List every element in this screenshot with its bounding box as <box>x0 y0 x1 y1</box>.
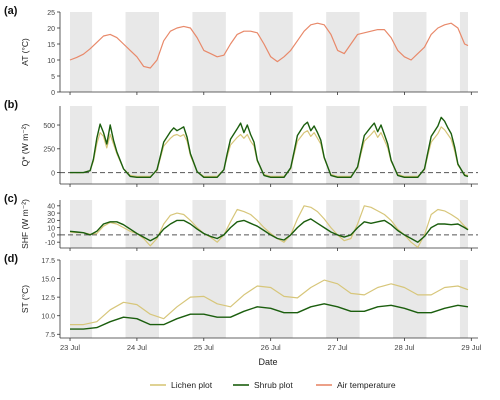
night-band <box>393 260 427 338</box>
night-band <box>259 260 293 338</box>
legend-item: Shrub plot <box>233 380 293 390</box>
y-tick-label: 15.0 <box>41 276 55 283</box>
x-axis: 23 Jul 24 Jul 25 Jul 26 Jul 27 Jul 28 Jul 29 J… <box>60 343 482 352</box>
night-band <box>70 260 93 338</box>
night-band <box>259 106 293 184</box>
night-band <box>326 106 360 184</box>
x-axis-label: Date <box>258 357 277 367</box>
night-band <box>326 260 360 338</box>
y-tick-label: 15 <box>47 42 55 49</box>
y-tick-label: 10.0 <box>41 314 55 321</box>
legend-item: Air temperature <box>316 380 396 390</box>
y-tick-label: 20 <box>47 26 55 33</box>
y-axis-label: AT (°C) <box>20 38 30 66</box>
night-band <box>459 200 468 248</box>
y-tick-label: 0 <box>51 233 55 240</box>
night-band <box>326 200 360 248</box>
air-series-line <box>69 22 469 69</box>
night-band <box>259 200 293 248</box>
panel-label: (b) <box>4 99 18 111</box>
x-tick-label: 24 Jul <box>127 343 147 352</box>
x-tick-label: 28 Jul <box>394 343 414 352</box>
night-band <box>259 12 293 92</box>
y-tick-label: 30 <box>47 211 55 218</box>
night-band <box>70 106 93 184</box>
night-band <box>192 12 226 92</box>
y-tick-label: -10 <box>45 240 55 247</box>
night-band <box>70 12 93 92</box>
night-band <box>125 106 159 184</box>
night-band <box>125 260 159 338</box>
shrub-series-line <box>69 218 469 243</box>
y-tick-label: 17.5 <box>41 258 55 265</box>
night-band <box>459 12 468 92</box>
x-tick-label: 29 Jul <box>461 343 481 352</box>
x-tick-label: 23 Jul <box>60 343 80 352</box>
y-tick-label: 20 <box>47 218 55 225</box>
chart-panels: 0 5 10 15 20 25 (a) AT (°C) 0 250 500 (b) Q* (W m⁻²)… <box>4 5 478 341</box>
y-axis-label: Q* (W m⁻²) <box>20 123 30 166</box>
night-band <box>70 200 93 248</box>
x-tick-label: 27 Jul <box>328 343 348 352</box>
y-tick-label: 40 <box>47 204 55 211</box>
y-tick-label: 0 <box>51 90 55 97</box>
shrub-series-line <box>70 116 469 179</box>
y-axis-label: ST (°C) <box>20 285 30 313</box>
y-tick-label: 25 <box>47 10 55 17</box>
y-tick-label: 500 <box>43 123 55 130</box>
panel: 0 5 10 15 20 25 (a) AT (°C) <box>4 5 478 97</box>
night-band <box>326 12 360 92</box>
legend-label: Lichen plot <box>171 380 213 390</box>
y-tick-label: 10 <box>47 58 55 65</box>
y-tick-label: 7.5 <box>45 332 55 339</box>
lichen-series-line <box>70 279 469 326</box>
night-band <box>192 106 226 184</box>
y-tick-label: 250 <box>43 147 55 154</box>
lichen-series-line <box>70 126 469 177</box>
y-tick-label: 5 <box>51 74 55 81</box>
shrub-series-line <box>70 303 469 330</box>
night-band <box>393 12 427 92</box>
y-tick-label: 12.5 <box>41 295 55 302</box>
night-band <box>125 200 159 248</box>
y-tick-label: 10 <box>47 225 55 232</box>
y-tick-label: 0 <box>51 170 55 177</box>
panel-label: (d) <box>4 253 18 265</box>
legend-label: Shrub plot <box>254 380 293 390</box>
x-tick-label: 25 Jul <box>194 343 214 352</box>
x-tick-label: 26 Jul <box>261 343 281 352</box>
night-band <box>125 12 159 92</box>
night-band <box>459 106 468 184</box>
legend: Lichen plot Shrub plot Air temperature <box>150 380 396 390</box>
night-band <box>393 106 427 184</box>
panel: 0 250 500 (b) Q* (W m⁻²) <box>4 99 478 187</box>
night-band <box>192 200 226 248</box>
panel-label: (a) <box>4 5 18 17</box>
panel: 7.5 10.0 12.5 15.0 17.5 (d) ST (°C) <box>4 253 478 341</box>
legend-item: Lichen plot <box>150 380 213 390</box>
legend-label: Air temperature <box>337 380 396 390</box>
panel-label: (c) <box>4 193 18 205</box>
night-band <box>459 260 468 338</box>
y-axis-label: SHF (W m⁻²) <box>20 199 30 249</box>
